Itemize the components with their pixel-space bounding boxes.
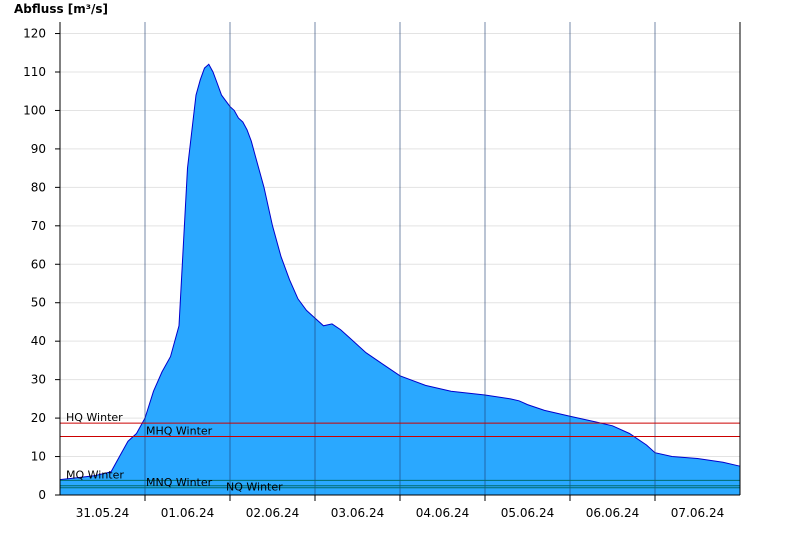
y-tick-label: 30	[31, 373, 46, 387]
x-tick-label: 01.06.24	[161, 506, 214, 520]
y-tick-label: 80	[31, 180, 46, 194]
y-tick-label: 40	[31, 334, 46, 348]
x-tick-label: 05.06.24	[501, 506, 554, 520]
x-tick-labels: 31.05.24 01.06.24 02.06.24 03.06.24 04.06.24…	[76, 495, 724, 520]
x-tick-label: 04.06.24	[416, 506, 469, 520]
discharge-line	[59, 63, 741, 481]
y-tick-labels: 0 10 20 30 40 50 60 70 80 90 100 110 120	[23, 27, 60, 502]
x-tick-label: 03.06.24	[331, 506, 384, 520]
reference-line-label: MHQ Winter	[146, 425, 213, 438]
x-tick-label: 02.06.24	[246, 506, 299, 520]
reference-lines: HQ Winter MHQ Winter MQ Winter MNQ Winter NQ…	[60, 411, 740, 494]
y-tick-label: 90	[31, 142, 46, 156]
y-tick-label: 110	[23, 65, 46, 79]
y-tick-label: 120	[23, 27, 46, 41]
y-tick-label: 20	[31, 411, 46, 425]
y-tick-label: 0	[38, 488, 46, 502]
x-tick-label: 06.06.24	[586, 506, 639, 520]
reference-line-label: NQ Winter	[226, 481, 283, 494]
reference-line-label: MQ Winter	[66, 468, 124, 481]
x-tick-label: 07.06.24	[671, 506, 724, 520]
reference-line-label: HQ Winter	[66, 411, 123, 424]
y-tick-label: 60	[31, 257, 46, 271]
y-tick-label: 50	[31, 296, 46, 310]
y-tick-label: 100	[23, 103, 46, 117]
y-tick-label: 70	[31, 219, 46, 233]
x-tick-label: 31.05.24	[76, 506, 129, 520]
day-divider-lines	[144, 22, 656, 495]
y-axis-title: Abfluss [m³/s]	[14, 2, 108, 16]
reference-line-label: MNQ Winter	[146, 476, 213, 489]
y-tick-label: 10	[31, 450, 46, 464]
